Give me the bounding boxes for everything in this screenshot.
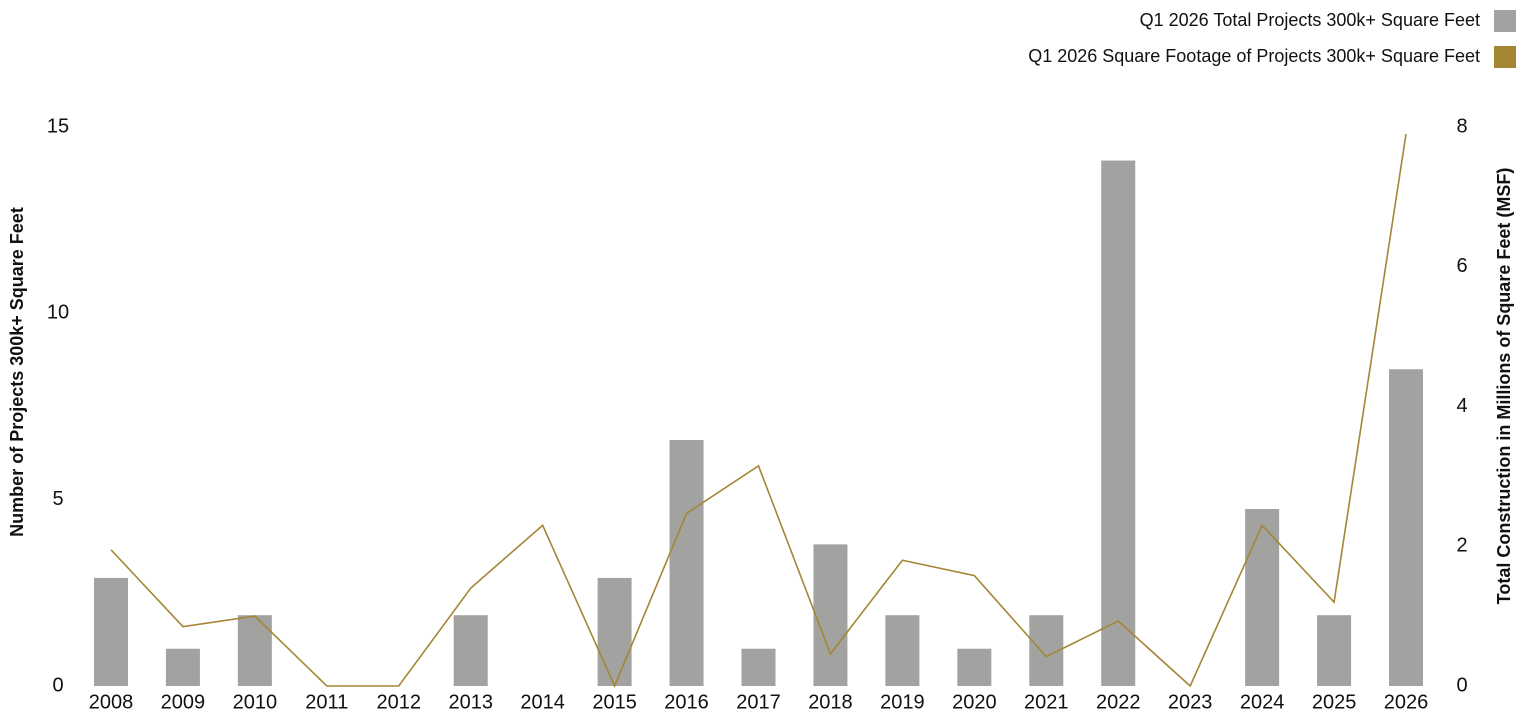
x-tick-label: 2008 — [89, 691, 134, 713]
legend-swatch — [1494, 10, 1516, 32]
x-tick-label: 2019 — [880, 691, 925, 713]
x-tick-label: 2014 — [520, 691, 565, 713]
bar — [93, 577, 128, 686]
y2-axis-title: Total Construction in Millions of Square… — [1494, 168, 1514, 605]
bar — [813, 544, 848, 686]
x-tick-label: 2020 — [952, 691, 997, 713]
bar — [165, 648, 200, 686]
bar — [1317, 615, 1352, 686]
bar — [957, 648, 992, 686]
bar — [669, 440, 704, 686]
x-tick-label: 2018 — [808, 691, 853, 713]
y2-tick-label: 6 — [1456, 255, 1467, 277]
legend-label: Q1 2026 Square Footage of Projects 300k+… — [1028, 46, 1480, 66]
y-tick-label: 5 — [52, 488, 63, 510]
x-tick-label: 2012 — [377, 691, 422, 713]
y-axis-title: Number of Projects 300k+ Square Feet — [7, 207, 27, 537]
y2-tick-label: 8 — [1456, 115, 1467, 137]
x-tick-label: 2022 — [1096, 691, 1141, 713]
bar — [1245, 508, 1280, 686]
x-tick-label: 2021 — [1024, 691, 1069, 713]
x-tick-label: 2009 — [161, 691, 206, 713]
y2-tick-label: 4 — [1456, 395, 1467, 417]
x-tick-label: 2013 — [448, 691, 493, 713]
x-tick-label: 2017 — [736, 691, 781, 713]
x-tick-label: 2025 — [1312, 691, 1357, 713]
y-tick-label: 0 — [52, 674, 63, 696]
x-tick-label: 2011 — [305, 691, 348, 713]
x-tick-label: 2026 — [1384, 691, 1429, 713]
x-tick-label: 2023 — [1168, 691, 1213, 713]
line — [110, 133, 1407, 689]
bar — [237, 615, 272, 686]
y2-tick-label: 0 — [1456, 674, 1467, 696]
x-tick-label: 2015 — [592, 691, 637, 713]
bar — [741, 648, 776, 686]
bar — [453, 615, 488, 686]
legend-label: Q1 2026 Total Projects 300k+ Square Feet — [1140, 10, 1480, 30]
bar — [1101, 160, 1136, 687]
y-tick-label: 15 — [47, 115, 69, 137]
y2-tick-label: 2 — [1456, 535, 1467, 557]
bar — [597, 577, 632, 686]
y-tick-label: 10 — [47, 302, 69, 324]
x-tick-label: 2024 — [1240, 691, 1285, 713]
bar — [885, 615, 920, 686]
legend-swatch — [1494, 46, 1516, 68]
x-tick-label: 2010 — [233, 691, 278, 713]
bar — [1389, 369, 1424, 686]
x-tick-label: 2016 — [664, 691, 709, 713]
